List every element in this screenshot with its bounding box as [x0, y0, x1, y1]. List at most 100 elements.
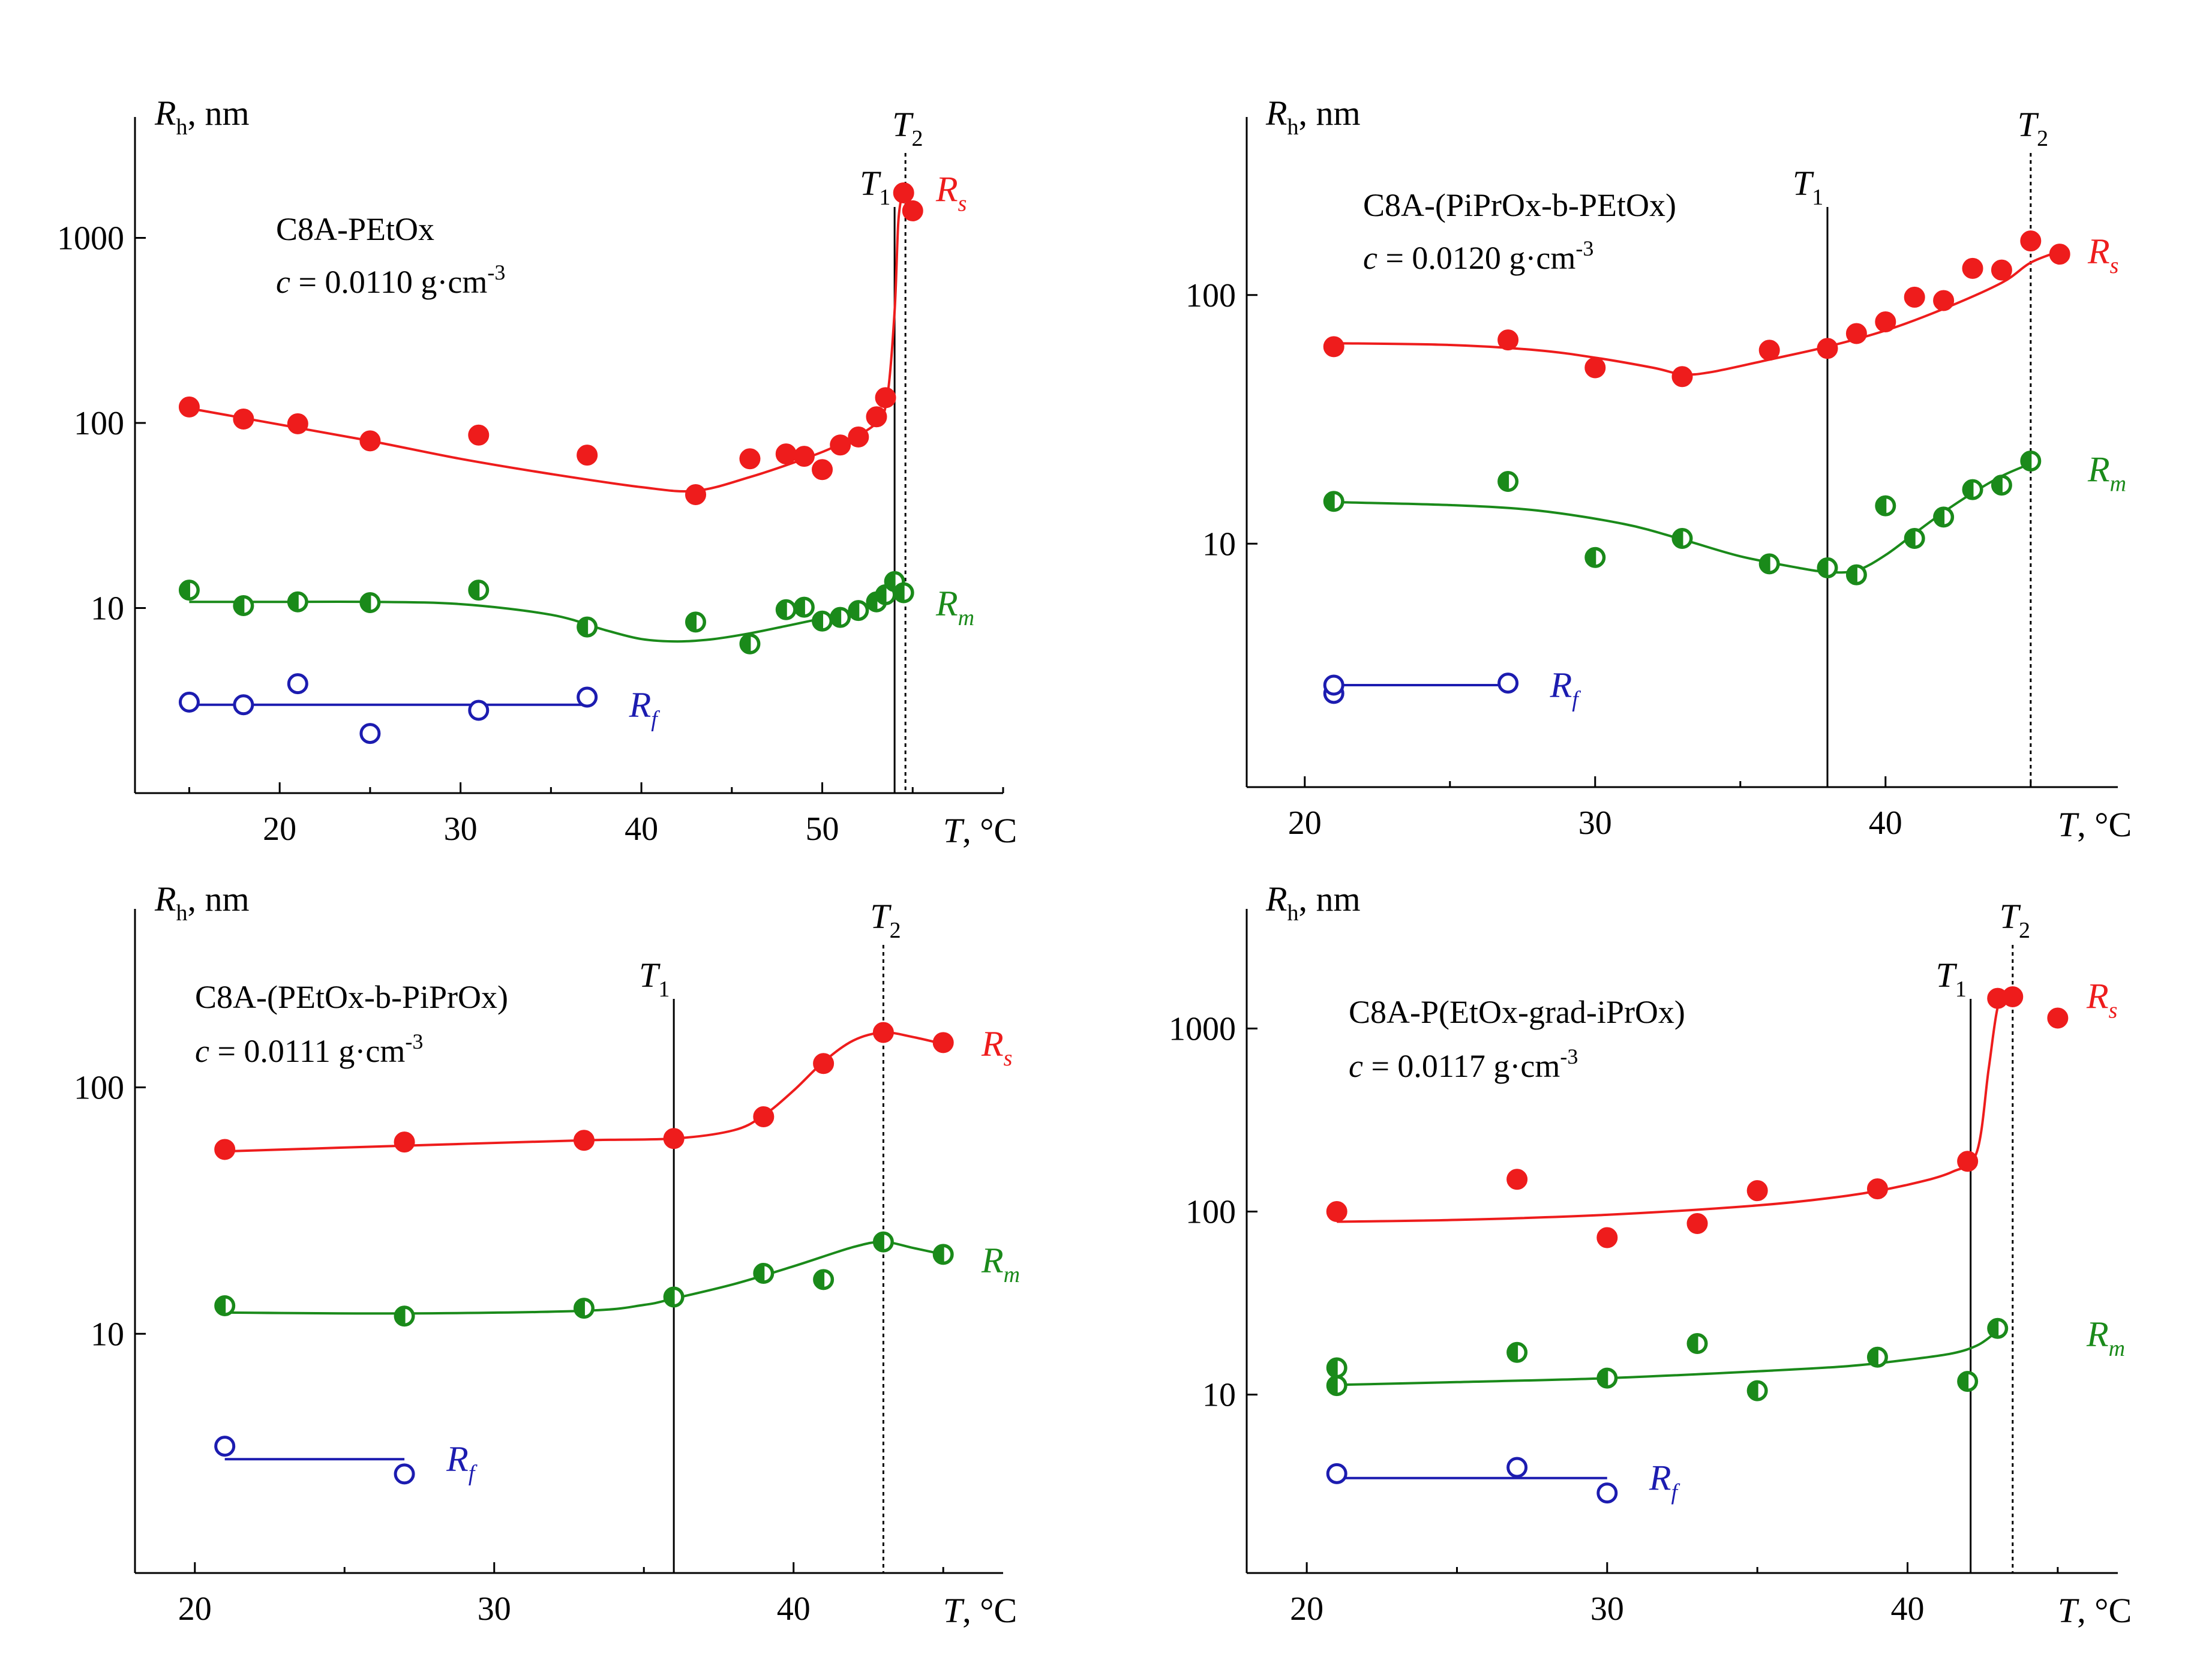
data-point-highlight: [189, 583, 197, 598]
data-point-Rs: [1326, 1200, 1347, 1222]
series-label-subscript: m: [1004, 1262, 1020, 1287]
data-point-Rm: [1987, 1317, 2009, 1339]
data-point-Rf: [577, 686, 598, 708]
series-label-symbol: R: [1649, 1458, 1671, 1498]
data-point-highlight: [587, 620, 595, 635]
data-point-Rf: [468, 700, 490, 721]
data-point-highlight: [858, 603, 866, 618]
data-point-Rf: [233, 694, 254, 716]
concentration-value: = 0.0110 g·cm: [290, 264, 487, 300]
y-tick-label: 10: [91, 1316, 124, 1353]
data-point-Rm: [1875, 495, 1896, 517]
x-axis-symbol: T: [2058, 1591, 2079, 1630]
data-point-Rs: [577, 445, 598, 466]
transition-label-T2: T2: [2018, 105, 2048, 151]
data-point-Rm: [359, 592, 381, 613]
transition-symbol: T: [2000, 897, 2021, 936]
data-point-Rs: [1758, 340, 1780, 361]
data-point-Rm: [830, 607, 851, 628]
x-axis-unit: , °C: [2077, 1591, 2132, 1630]
data-point-Rm: [573, 1298, 595, 1319]
x-axis-title: T, °C: [2058, 1591, 2132, 1630]
y-axis-title: Rh, nm: [1265, 94, 1361, 140]
series-Rf: Rf: [1323, 665, 1581, 712]
data-point-Rm: [685, 611, 707, 633]
data-point-Rm: [1506, 1341, 1528, 1363]
data-point-highlight: [1877, 1350, 1885, 1365]
transition-subscript: 2: [890, 918, 901, 943]
data-point-Rm: [1323, 491, 1344, 512]
data-point-highlight: [1967, 1374, 1975, 1389]
data-point-Rs: [753, 1106, 775, 1127]
data-point-highlight: [822, 614, 830, 629]
x-tick-label: 30: [1578, 805, 1612, 842]
series-label-Rf: Rf: [446, 1439, 478, 1486]
fit-curve-Rm: [1334, 462, 2031, 574]
y-axis-subscript: h: [1287, 900, 1298, 926]
data-point-Rs: [932, 1032, 954, 1053]
series-label-subscript: m: [958, 605, 974, 631]
transition-symbol: T: [639, 956, 661, 995]
data-point-Rs: [1962, 257, 1983, 279]
concentration-value: = 0.0117 g·cm: [1363, 1048, 1560, 1084]
transition-symbol: T: [1936, 956, 1958, 995]
series-Rf: Rf: [178, 673, 660, 745]
data-point-Rs: [468, 424, 490, 446]
series-label-symbol: R: [629, 685, 652, 725]
data-point-Rm: [287, 591, 308, 613]
y-axis-subscript: h: [1287, 115, 1298, 140]
fit-curve-Rs: [1337, 995, 2008, 1223]
series-label-Rs: Rs: [981, 1024, 1012, 1071]
x-tick-label: 30: [478, 1590, 511, 1628]
series-Rm: Rm: [1326, 1314, 2125, 1401]
data-point-highlight: [1595, 550, 1602, 565]
data-point-highlight: [1607, 1371, 1614, 1386]
x-tick-label: 20: [1288, 805, 1322, 842]
data-point-Rm: [793, 596, 815, 618]
series-label-Rm: Rm: [981, 1241, 1020, 1287]
concentration-value: = 0.0111 g·cm: [209, 1033, 405, 1069]
data-point-Rs: [1933, 290, 1955, 311]
x-tick-label: 40: [625, 811, 658, 848]
data-point-highlight: [786, 602, 794, 617]
data-point-Rm: [872, 1231, 894, 1253]
y-axis-title: Rh, nm: [154, 94, 250, 140]
x-tick-label: 50: [806, 811, 839, 848]
series-label-subscript: f: [1671, 1480, 1680, 1505]
data-point-highlight: [943, 1247, 951, 1262]
x-axis-symbol: T: [943, 811, 965, 850]
series-Rf: Rf: [1326, 1457, 1680, 1505]
series-Rs: Rs: [178, 169, 967, 505]
data-point-Rf: [1497, 673, 1519, 694]
sample-title: C8A-(PiPrOx-b-PEtOx): [1363, 187, 1676, 223]
data-point-Rs: [813, 1053, 835, 1074]
data-point-Rm: [1866, 1346, 1888, 1368]
data-point-Rf: [394, 1463, 415, 1485]
data-point-highlight: [1757, 1383, 1765, 1398]
transition-symbol: T: [860, 164, 881, 203]
transition-subscript: 2: [2019, 918, 2030, 943]
series-label-symbol: R: [2087, 232, 2110, 271]
data-point-highlight: [674, 1289, 682, 1304]
data-point-Rs: [793, 446, 815, 467]
data-point-Rs: [1904, 286, 1925, 308]
series-label-Rs: Rs: [935, 169, 967, 216]
sample-title: C8A-P(EtOx-grad-iPrOx): [1349, 994, 1685, 1030]
y-tick-label: 100: [1185, 277, 1236, 314]
series-label-symbol: R: [935, 169, 958, 209]
y-axis-unit: , nm: [187, 879, 249, 918]
series-label-subscript: s: [958, 191, 967, 216]
data-point-highlight: [749, 637, 757, 652]
transition-subscript: 1: [658, 977, 670, 1002]
series-label-symbol: R: [935, 584, 958, 623]
data-point-Rm: [1957, 1371, 1979, 1392]
transition-subscript: 1: [1955, 977, 1967, 1002]
data-point-Rm: [2020, 450, 2042, 472]
data-point-Rm: [1991, 475, 2012, 496]
concentration-symbol: c: [1363, 240, 1377, 276]
data-point-Rs: [2002, 986, 2024, 1007]
data-point-highlight: [404, 1308, 412, 1323]
series-label-subscript: s: [2110, 253, 2119, 278]
data-point-Rs: [287, 413, 308, 434]
